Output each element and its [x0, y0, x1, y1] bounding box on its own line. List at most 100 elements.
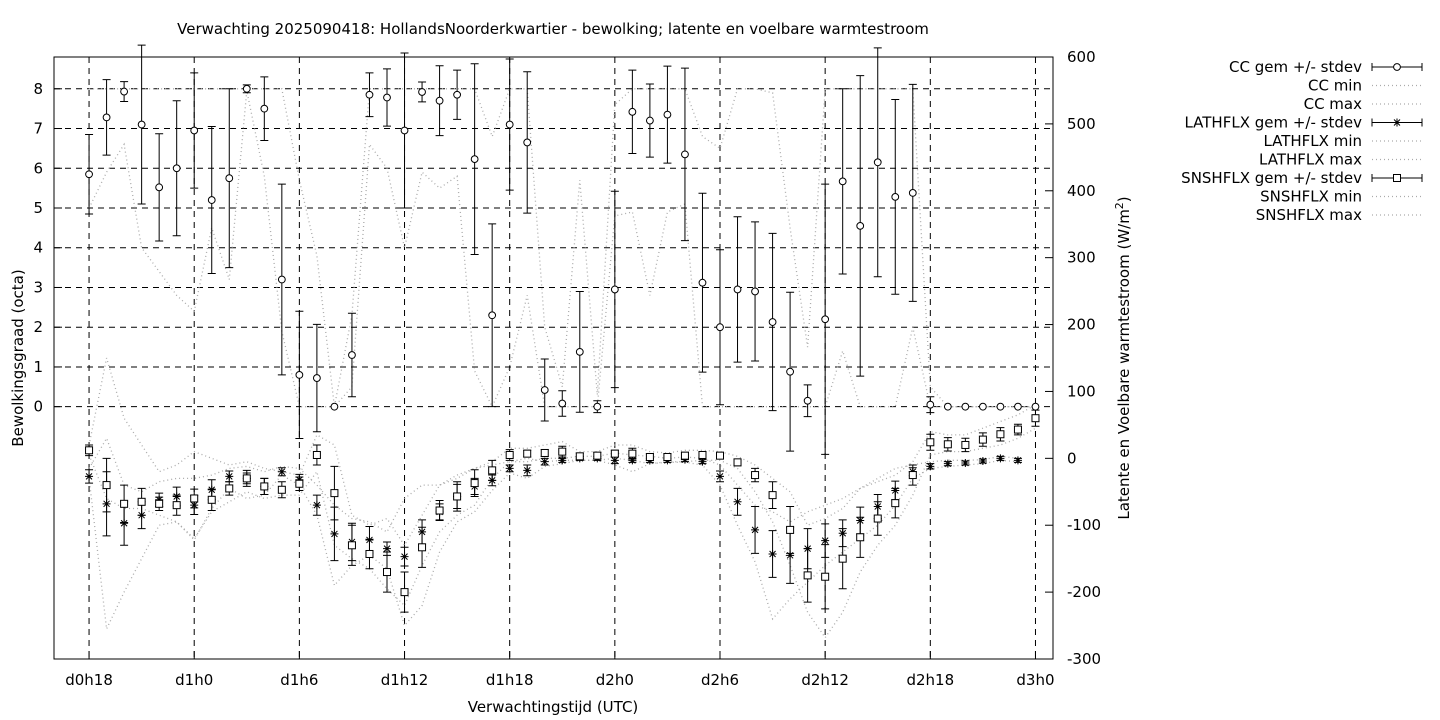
cc-point [120, 87, 129, 96]
lathflx-point [418, 527, 427, 536]
x-axis-label: Verwachtingstijd (UTC) [468, 698, 639, 716]
snshflx-point [470, 479, 479, 488]
lathflx-point [365, 535, 374, 544]
lathflx-point [505, 464, 514, 473]
lathflx-point [943, 459, 952, 468]
x-tick-label: d1h12 [381, 671, 429, 689]
snshflx-point [435, 506, 444, 515]
cc-point [558, 399, 567, 408]
chart-title: Verwachting 2025090418: HollandsNoorderk… [177, 20, 929, 38]
lathflx-point [1013, 456, 1022, 465]
cc-point [751, 287, 759, 296]
snshflx-point [190, 494, 199, 503]
legend-label: LATHFLX min [1263, 132, 1362, 150]
snshflx-point [680, 451, 689, 460]
snshflx-point [873, 514, 882, 523]
axis-ticks: 0 1 2 3 4 5 6 7 8 -300 -200 -100 0 100 200 300 400 500 600… [33, 48, 1101, 689]
y2-tick-label: -200 [1067, 583, 1101, 601]
snshflx-point [295, 479, 304, 488]
lathflx-point [716, 472, 724, 481]
lathflx-point [295, 475, 304, 484]
snshflx-point [978, 435, 987, 444]
snshflx-point [803, 571, 812, 580]
y2-tick-label: -300 [1067, 650, 1101, 668]
lathflx-point [137, 511, 146, 520]
snshflx-point [961, 440, 970, 449]
snshflx-point [698, 450, 707, 459]
snshflx-point [277, 485, 286, 494]
min-max-lines [88, 88, 1036, 639]
snshflx-point [242, 474, 251, 483]
lathflx-point [225, 472, 234, 481]
cc-point [873, 158, 882, 167]
snshflx-point [225, 484, 234, 493]
cc-point [575, 347, 584, 356]
lathflx-point [803, 544, 812, 553]
y-tick-label: 8 [33, 80, 43, 98]
snshflx-point [85, 446, 94, 455]
legend-label: CC min [1308, 77, 1362, 95]
cc-point [155, 183, 164, 192]
legend-label: SNSHFLX max [1256, 206, 1362, 224]
y-tick-label: 6 [33, 159, 43, 177]
legend-label: CC gem +/- stdev [1229, 58, 1362, 76]
x-tick-label: d1h6 [280, 671, 318, 689]
cc-point [207, 196, 216, 204]
cc-point [733, 285, 742, 294]
lathflx-point [102, 499, 111, 508]
lathflx-point [190, 501, 199, 510]
cc-point [610, 285, 619, 294]
series-line-cc-min [88, 90, 1036, 409]
y2-axis-label-main: Latente en Voelbare warmtestroom (W/m [1115, 209, 1133, 519]
cc-point [645, 116, 654, 125]
cc-point [540, 386, 549, 394]
series-line-lathflx-max [88, 436, 1018, 533]
cc-point [768, 318, 777, 326]
lathflx-point [523, 466, 532, 475]
x-tick-label: d2h0 [596, 671, 634, 689]
legend-marker [1393, 174, 1401, 182]
snshflx-point [821, 572, 830, 581]
snshflx-point [838, 554, 847, 563]
cc-point [137, 120, 146, 129]
lathflx-point [926, 462, 935, 471]
y2-tick-label: 500 [1067, 115, 1096, 133]
cc-point [1014, 402, 1022, 411]
x-tick-label: d2h12 [801, 671, 849, 689]
snshflx-point [663, 452, 672, 461]
series-line-lathflx-min [88, 459, 1018, 632]
snshflx-point [172, 501, 181, 510]
legend-label: CC max [1304, 95, 1363, 113]
lathflx-point [838, 529, 847, 538]
cc-point [908, 188, 917, 197]
lathflx-point [786, 551, 795, 560]
lathflx-point [558, 456, 567, 465]
cc-point [961, 402, 970, 411]
lathflx-point [155, 495, 164, 504]
snshflx-point [628, 449, 637, 458]
snshflx-point [488, 466, 497, 475]
cc-point [628, 107, 637, 116]
snshflx-point [996, 430, 1005, 439]
cc-point [190, 126, 199, 135]
snshflx-point [768, 491, 777, 500]
snshflx-point [856, 533, 865, 542]
snshflx-point [383, 568, 391, 577]
cc-point [523, 138, 532, 147]
lathflx-point [610, 456, 619, 465]
cc-point [383, 93, 391, 102]
cc-point [716, 323, 724, 332]
cc-point [277, 275, 286, 284]
lathflx-point [277, 467, 286, 476]
snshflx-point [120, 499, 129, 508]
snshflx-point [751, 471, 760, 480]
lathflx-point [400, 552, 409, 561]
lathflx-point [751, 525, 760, 534]
snshflx-point [418, 543, 427, 552]
snshflx-point [102, 481, 111, 490]
cc-point [926, 400, 935, 409]
snshflx-point [786, 525, 795, 534]
cc-point [663, 110, 672, 119]
